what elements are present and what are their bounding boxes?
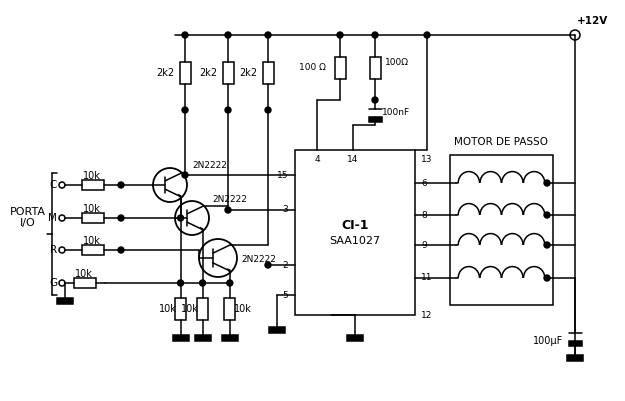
Text: 10k: 10k xyxy=(83,171,101,181)
Polygon shape xyxy=(227,268,231,272)
Bar xyxy=(197,298,208,320)
Bar xyxy=(334,57,346,79)
Text: 12: 12 xyxy=(421,310,432,320)
Text: G: G xyxy=(49,278,57,288)
Bar xyxy=(269,327,285,333)
Circle shape xyxy=(372,97,378,103)
Bar xyxy=(173,335,189,341)
Bar xyxy=(569,340,581,346)
Bar xyxy=(567,355,583,361)
Text: R: R xyxy=(50,245,57,255)
Text: 10k: 10k xyxy=(75,269,93,279)
Text: 100nF: 100nF xyxy=(382,108,410,117)
Text: M: M xyxy=(48,213,57,223)
Circle shape xyxy=(199,280,206,286)
Text: MOTOR DE PASSO: MOTOR DE PASSO xyxy=(454,137,549,147)
Text: 100 Ω: 100 Ω xyxy=(299,63,326,72)
Text: 14: 14 xyxy=(348,154,359,164)
Text: 15: 15 xyxy=(276,170,288,180)
Polygon shape xyxy=(177,194,182,198)
Circle shape xyxy=(424,32,430,38)
Circle shape xyxy=(182,107,188,113)
Circle shape xyxy=(265,107,271,113)
Text: 6: 6 xyxy=(421,178,427,188)
Circle shape xyxy=(177,280,184,286)
Text: C: C xyxy=(49,180,57,190)
Circle shape xyxy=(265,262,271,268)
Text: 10k: 10k xyxy=(181,304,199,314)
Text: 100μF: 100μF xyxy=(532,336,563,346)
Circle shape xyxy=(118,247,124,253)
Text: 10k: 10k xyxy=(234,304,252,314)
Circle shape xyxy=(118,215,124,221)
Text: 2k2: 2k2 xyxy=(156,67,174,77)
Text: 5: 5 xyxy=(282,290,288,300)
Text: 2k2: 2k2 xyxy=(199,67,217,77)
Circle shape xyxy=(337,32,343,38)
Text: 2N2222: 2N2222 xyxy=(212,194,247,203)
Circle shape xyxy=(177,215,184,221)
Bar xyxy=(450,155,553,305)
Circle shape xyxy=(544,212,550,218)
Text: 9: 9 xyxy=(421,241,427,249)
Bar xyxy=(57,298,73,304)
Text: CI-1: CI-1 xyxy=(341,219,369,232)
Text: 10k: 10k xyxy=(159,304,176,314)
Circle shape xyxy=(225,207,231,213)
Bar xyxy=(82,245,104,255)
Circle shape xyxy=(544,242,550,248)
Text: 11: 11 xyxy=(421,273,432,282)
Circle shape xyxy=(182,32,188,38)
Bar xyxy=(222,61,234,83)
Text: 3: 3 xyxy=(282,205,288,215)
Text: PORTA
I/O: PORTA I/O xyxy=(10,207,46,228)
Bar xyxy=(222,335,238,341)
Bar xyxy=(262,61,274,83)
Bar xyxy=(224,298,235,320)
Circle shape xyxy=(265,32,271,38)
Text: 2N2222: 2N2222 xyxy=(241,255,276,265)
Circle shape xyxy=(544,275,550,281)
Circle shape xyxy=(544,180,550,186)
Circle shape xyxy=(225,107,231,113)
Bar xyxy=(347,335,363,341)
Bar xyxy=(194,335,211,341)
Text: 13: 13 xyxy=(421,154,432,164)
Circle shape xyxy=(227,280,232,286)
Polygon shape xyxy=(200,227,204,231)
Bar xyxy=(74,278,96,288)
Bar xyxy=(82,213,104,223)
Text: 8: 8 xyxy=(421,211,427,219)
Bar xyxy=(179,61,191,83)
Text: 2: 2 xyxy=(282,261,288,269)
Bar xyxy=(175,298,186,320)
Bar xyxy=(82,180,104,190)
Circle shape xyxy=(118,182,124,188)
Circle shape xyxy=(182,172,188,178)
Text: 100Ω: 100Ω xyxy=(385,58,409,67)
Text: 2N2222: 2N2222 xyxy=(192,160,227,170)
Circle shape xyxy=(225,32,231,38)
Text: +12V: +12V xyxy=(577,16,608,26)
Circle shape xyxy=(372,32,378,38)
Text: SAA1027: SAA1027 xyxy=(329,237,381,247)
Bar xyxy=(295,150,415,315)
Text: 4: 4 xyxy=(314,154,320,164)
Bar xyxy=(369,57,381,79)
Bar xyxy=(369,117,381,122)
Text: 10k: 10k xyxy=(83,236,101,246)
Text: 2k2: 2k2 xyxy=(239,67,257,77)
Text: 10k: 10k xyxy=(83,204,101,214)
